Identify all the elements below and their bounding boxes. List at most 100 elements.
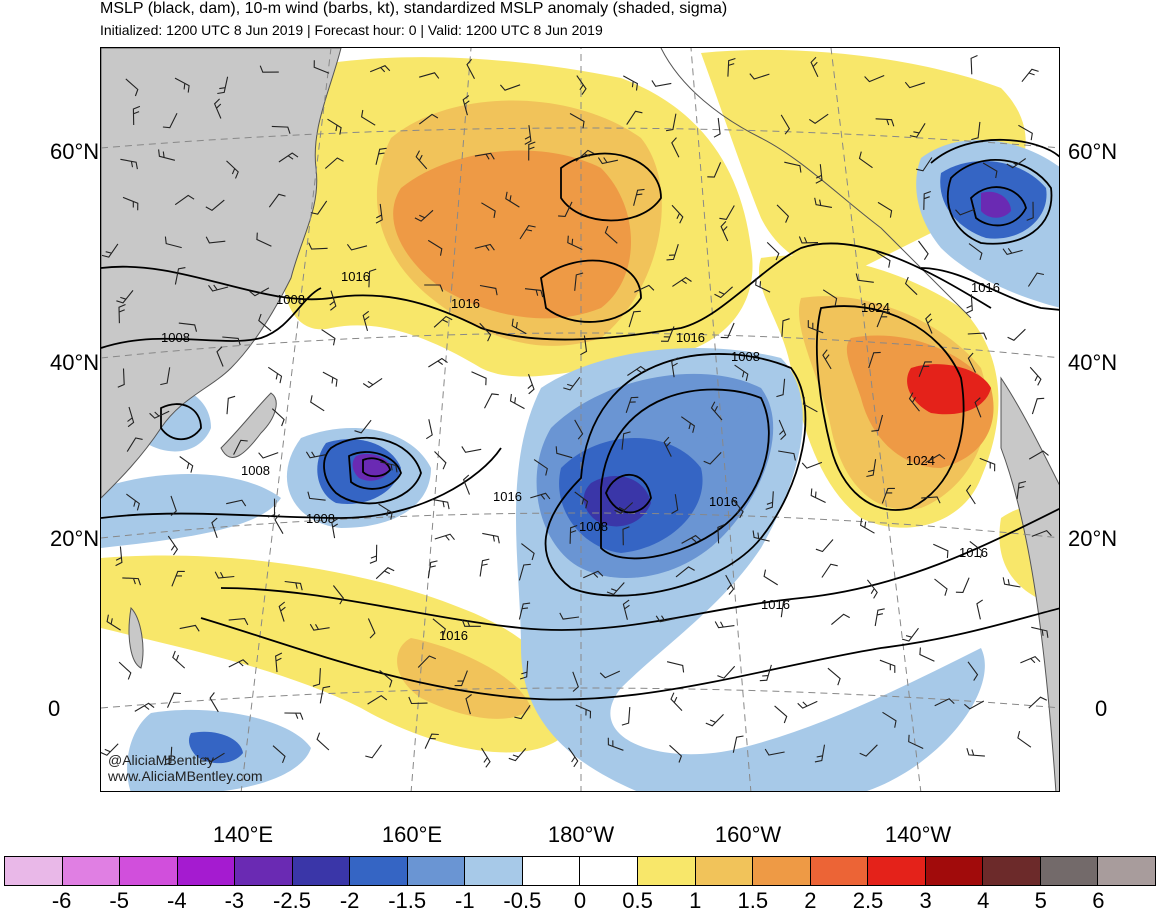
wind-barb	[597, 157, 619, 165]
wind-barb	[727, 57, 736, 77]
colorbar-tick-label: 0.5	[622, 888, 653, 913]
contour-label: 1008	[731, 349, 760, 364]
map-canvas: 1016 1008 1008 1016 1016 1008 1024 1016 …	[101, 48, 1059, 791]
wind-barb	[256, 232, 272, 247]
wind-barb	[822, 349, 832, 370]
wind-barb	[170, 495, 177, 517]
lat-label-left: 40°N	[50, 350, 100, 375]
wind-barb	[574, 491, 589, 509]
contour-label: 1024	[861, 300, 890, 315]
wind-barb	[474, 152, 495, 160]
contour-label: 1024	[906, 453, 935, 468]
lon-label: 140°E	[212, 822, 274, 847]
wind-barb	[417, 655, 437, 668]
wind-barb	[284, 580, 303, 591]
wind-barb	[969, 540, 984, 559]
wind-barb	[1027, 272, 1045, 287]
wind-barb	[569, 113, 585, 129]
contour-label: 1008	[276, 292, 305, 307]
wind-barb	[462, 474, 471, 495]
wind-barb	[802, 397, 818, 413]
wind-barb	[268, 193, 286, 208]
wind-barb	[213, 98, 222, 119]
wind-barb	[414, 209, 434, 222]
wind-barb	[518, 563, 531, 581]
wind-barb	[174, 267, 186, 285]
wind-barb	[120, 158, 138, 170]
wind-barb	[918, 361, 932, 377]
wind-barb	[132, 105, 141, 126]
colorbar-swatch	[292, 857, 351, 885]
wind-barb	[1026, 201, 1034, 221]
wind-barb	[249, 287, 270, 297]
wind-barb	[815, 164, 823, 184]
wind-barb	[278, 601, 286, 622]
colorbar-swatch	[1098, 857, 1155, 885]
wind-barb	[524, 288, 544, 298]
wind-barb	[606, 582, 625, 596]
wind-barb	[208, 284, 229, 292]
wind-barb	[974, 397, 982, 418]
wind-barb	[367, 618, 376, 639]
wind-barb	[524, 125, 532, 145]
wind-barb	[655, 615, 676, 623]
wind-barb	[807, 320, 824, 334]
wind-barb	[875, 118, 895, 127]
wind-barb	[271, 408, 285, 427]
wind-barb	[982, 162, 998, 179]
contour-label: 1016	[959, 545, 988, 560]
wind-barb	[101, 743, 119, 756]
colorbar-swatch	[810, 857, 869, 885]
wind-barb	[717, 524, 725, 544]
wind-barb	[967, 352, 976, 373]
wind-barb	[713, 117, 721, 138]
wind-barb	[462, 95, 470, 116]
longitude-line	[240, 48, 332, 791]
isobar	[348, 451, 402, 490]
wind-barb	[821, 563, 838, 578]
wind-barb	[1002, 247, 1023, 256]
wind-barb	[671, 494, 679, 514]
wind-barb	[876, 251, 891, 268]
wind-barbs	[101, 54, 1052, 768]
colorbar-tick-label: -5	[109, 888, 129, 913]
wind-barb	[720, 322, 735, 339]
wind-barb	[166, 692, 182, 708]
wind-barb	[563, 376, 581, 391]
wind-barb	[217, 76, 229, 95]
lon-label: 140°W	[884, 822, 952, 847]
wind-barb	[305, 451, 326, 459]
wind-barb	[533, 459, 548, 476]
wind-barb	[479, 322, 492, 342]
wind-barb	[575, 149, 595, 162]
wind-barb	[1017, 730, 1032, 748]
wind-barb	[797, 700, 818, 709]
wind-barb	[528, 141, 536, 161]
wind-barb	[881, 487, 895, 504]
colorbar-swatch	[177, 857, 236, 885]
wind-barb	[622, 526, 630, 546]
contour-label: 1008	[579, 519, 608, 534]
wind-barb	[509, 393, 525, 410]
wind-barb	[101, 243, 119, 258]
wind-barb	[174, 194, 195, 206]
latitude-line	[101, 687, 1059, 709]
wind-barb	[933, 543, 949, 558]
wind-barb	[324, 157, 344, 169]
isobar	[101, 447, 502, 519]
wind-barb	[125, 78, 139, 97]
wind-barb	[118, 303, 126, 324]
wind-barb	[162, 113, 178, 129]
map-panel[interactable]: 1016 1008 1008 1016 1016 1008 1024 1016 …	[100, 47, 1060, 792]
wind-barb	[118, 661, 132, 680]
anomaly-negative-region	[981, 191, 1011, 218]
contour-label: 1016	[451, 296, 480, 311]
wind-barb	[369, 544, 378, 564]
wind-barb	[879, 659, 896, 673]
wind-barb	[627, 365, 647, 376]
wind-barb	[174, 77, 190, 93]
wind-barb	[778, 450, 796, 461]
wind-barb	[274, 513, 284, 534]
wind-barb	[499, 84, 521, 91]
wind-barb	[454, 670, 468, 687]
